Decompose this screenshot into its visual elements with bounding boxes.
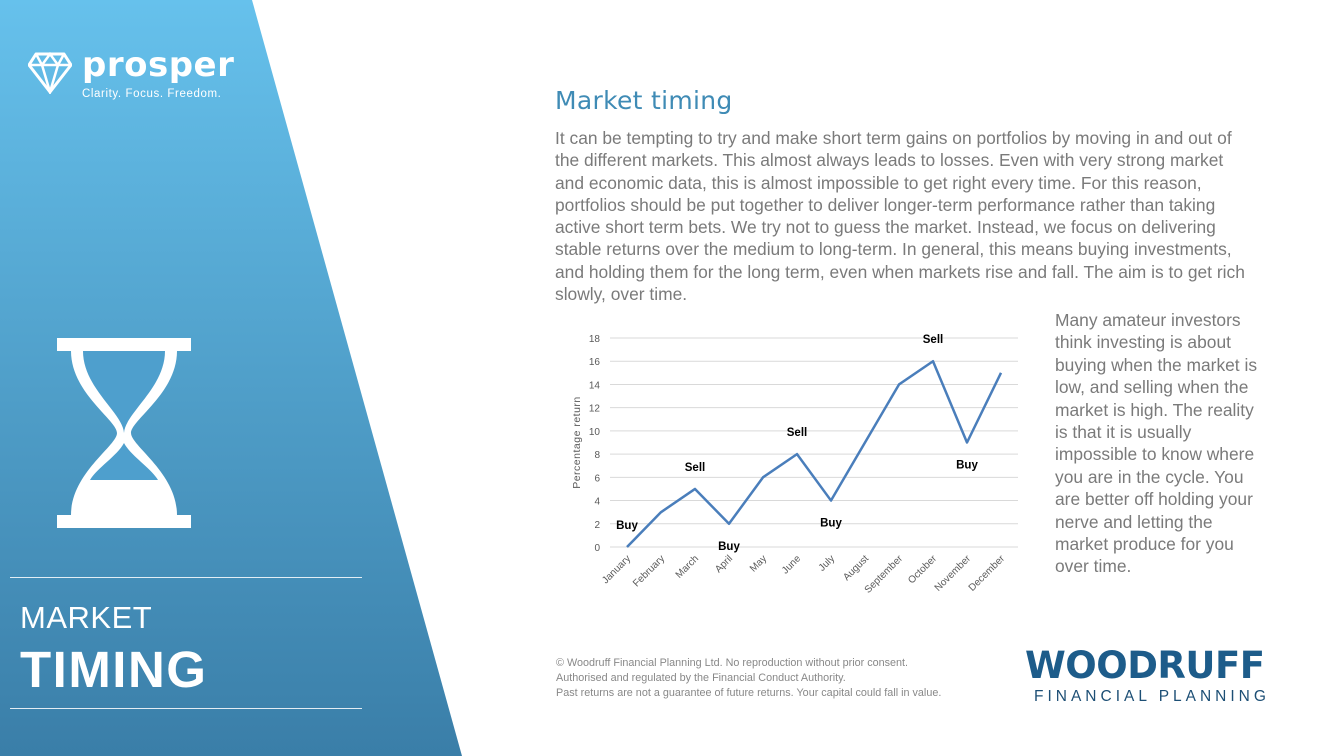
- footer-line-copyright: © Woodruff Financial Planning Ltd. No re…: [556, 657, 909, 669]
- y-tick-label: 2: [594, 520, 600, 531]
- x-tick-label: July: [817, 553, 837, 573]
- divider-bottom: [10, 708, 362, 709]
- brand-tagline: Clarity. Focus. Freedom.: [82, 88, 222, 100]
- y-tick-label: 10: [589, 427, 601, 438]
- brand-logo: prosper Clarity. Focus. Freedom.: [28, 45, 235, 100]
- y-tick-label: 12: [589, 404, 601, 415]
- annotation-label: Sell: [787, 427, 807, 439]
- annotation-label: Sell: [923, 334, 943, 346]
- y-tick-label: 0: [594, 543, 600, 554]
- x-tick-label: October: [906, 553, 939, 586]
- hourglass-icon: [57, 338, 191, 528]
- diamond-icon: [28, 51, 72, 94]
- footer-line-risk: Past returns are not a guarantee of futu…: [556, 687, 942, 699]
- x-tick-label: March: [674, 553, 701, 580]
- annotation-label: Buy: [718, 541, 740, 553]
- footer-disclaimer: © Woodruff Financial Planning Ltd. No re…: [556, 656, 941, 701]
- annotation-label: Buy: [956, 460, 978, 472]
- y-tick-label: 8: [594, 450, 600, 461]
- x-tick-label: June: [780, 553, 803, 576]
- divider-top: [10, 577, 362, 578]
- y-tick-label: 16: [589, 357, 601, 368]
- annotation-label: Buy: [820, 518, 842, 530]
- y-tick-label: 18: [589, 334, 601, 345]
- side-paragraph: Many amateur investors think investing i…: [1055, 310, 1258, 577]
- y-axis-label: Percentage return: [571, 396, 583, 489]
- x-tick-label: May: [748, 553, 769, 574]
- line-chart: 0 2 4 6 8 10 12 14 16 18 Percentage return JanuaryF…: [571, 334, 1018, 596]
- sidebar-heading-line2: TIMING: [20, 641, 208, 698]
- x-tick-label: December: [967, 553, 1008, 594]
- series-line: [626, 359, 1003, 548]
- x-tick-label: January: [600, 553, 633, 586]
- y-tick-label: 14: [589, 380, 601, 391]
- x-tick-label: April: [713, 553, 735, 575]
- x-tick-label: August: [841, 553, 871, 583]
- footer-line-regulation: Authorised and regulated by the Financia…: [556, 672, 846, 684]
- woodruff-logo-name: WOODRUFF: [1025, 644, 1265, 687]
- brand-name: prosper: [82, 45, 235, 85]
- intro-paragraph: It can be tempting to try and make short…: [555, 128, 1245, 305]
- woodruff-logo-subtitle: FINANCIAL PLANNING: [1034, 688, 1270, 705]
- x-tick-label: February: [631, 553, 667, 589]
- annotation-label: Buy: [616, 520, 638, 532]
- annotation-label: Sell: [685, 462, 705, 474]
- page-title: Market timing: [555, 86, 733, 115]
- y-tick-label: 6: [594, 473, 600, 484]
- y-tick-label: 4: [594, 497, 600, 508]
- sidebar-heading-line1: MARKET: [20, 600, 153, 635]
